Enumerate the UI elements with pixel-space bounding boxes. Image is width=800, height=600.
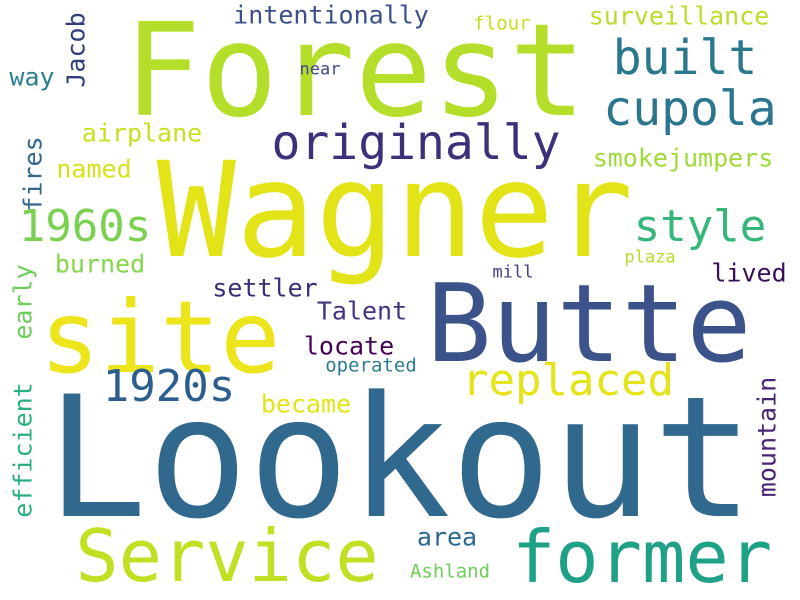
word-1960s: 1960s [18,201,152,252]
word-talent: Talent [316,296,408,326]
word-former: former [511,515,773,599]
word-flour: flour [473,12,531,35]
word-operated: operated [325,354,417,377]
word-named: named [56,154,132,184]
word-built: built [612,30,758,86]
word-style: style [633,201,767,252]
word-originally: originally [271,115,561,171]
word-early: early [8,264,38,340]
word-mountain: mountain [752,376,782,498]
word-cupola: cupola [603,81,777,137]
word-efficient: efficient [8,382,38,518]
word-became: became [260,389,352,419]
word-mill: mill [492,262,534,283]
word-settler: settler [212,273,318,303]
word-intentionally: intentionally [233,0,429,30]
word-plaza: plaza [624,247,676,268]
word-locate: locate [303,331,395,361]
word-lived: lived [711,258,787,288]
word-1920s: 1920s [102,361,236,412]
word-jacob: Jacob [61,12,91,88]
word-site: site [39,279,281,396]
word-fires: fires [18,136,48,212]
word-ashland: Ashland [409,560,491,583]
word-surveillance: surveillance [588,1,770,31]
word-airplane: airplane [81,118,203,148]
word-near: near [299,59,341,80]
word-lookout: Lookout [45,360,755,556]
word-burned: burned [54,249,146,279]
word-forest: Forest [123,0,587,146]
word-smokejumpers: smokejumpers [592,143,774,173]
word-wagner: Wagner [156,134,634,288]
word-service: Service [75,514,379,598]
word-area: area [416,522,478,552]
word-way: way [9,62,55,92]
word-replaced: replaced [462,355,674,406]
word-butte: Butte [426,262,752,387]
